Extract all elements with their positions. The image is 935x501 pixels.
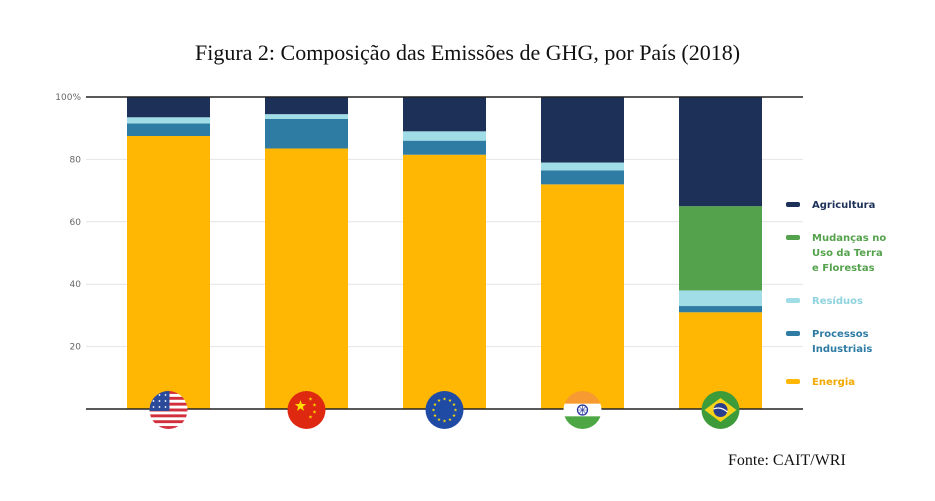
china-flag-icon (287, 391, 326, 429)
legend-swatch (786, 379, 800, 384)
bar-segment (403, 154, 486, 409)
eu-flag-icon (425, 391, 464, 429)
legend-label: Resíduos (812, 295, 863, 307)
bar-segment (265, 118, 348, 149)
bar-segment (265, 114, 348, 119)
bar-segment (679, 290, 762, 307)
bar-segment (127, 123, 210, 136)
legend-label: Mudanças no (812, 233, 886, 244)
legend-item: Mudanças no Uso da Terra e Florestas (786, 233, 886, 274)
bar-segment (541, 97, 624, 163)
y-tick-label: 60 (70, 218, 82, 228)
legend-item: Resíduos (786, 295, 863, 307)
legend-swatch (786, 235, 800, 240)
bar-segment (541, 170, 624, 185)
bar-segment (679, 306, 762, 313)
legend-label: Agricultura (812, 200, 875, 211)
y-tick-label: 20 (70, 343, 82, 353)
india-flag-icon (563, 391, 602, 429)
bar-segment (679, 206, 762, 291)
bar-segment (403, 97, 486, 132)
brazil-flag-icon (701, 391, 740, 429)
y-tick-label: 100% (55, 93, 81, 103)
legend-item: Agricultura (786, 200, 875, 211)
y-tick-label: 80 (70, 155, 82, 165)
bar-segment (127, 97, 210, 118)
bar-segment (403, 131, 486, 141)
legend-label: e Florestas (812, 263, 875, 274)
legend-label: Uso da Terra (812, 248, 883, 259)
y-tick-label: 40 (70, 280, 82, 290)
source-note: Fonte: CAIT/WRI (728, 452, 846, 469)
usa-flag-icon (149, 391, 188, 429)
legend-item: Processos Industriais (786, 329, 872, 355)
legend-label: Processos (812, 329, 869, 340)
bar-segment (403, 140, 486, 155)
bar-segment (541, 162, 624, 171)
legend-swatch (786, 298, 800, 303)
legend-label: Energia (812, 377, 855, 388)
legend-label: Industriais (812, 344, 872, 355)
bar-segment (541, 184, 624, 409)
chart-title: Figura 2: Composição das Emissões de GHG… (194, 40, 741, 65)
bar-segment (127, 136, 210, 409)
legend-item: Energia (786, 377, 855, 388)
bar-segment (679, 97, 762, 207)
bar-segment (265, 97, 348, 115)
legend-swatch (786, 331, 800, 336)
bar-segment (265, 148, 348, 410)
bar-segment (127, 117, 210, 124)
legend-swatch (786, 202, 800, 207)
